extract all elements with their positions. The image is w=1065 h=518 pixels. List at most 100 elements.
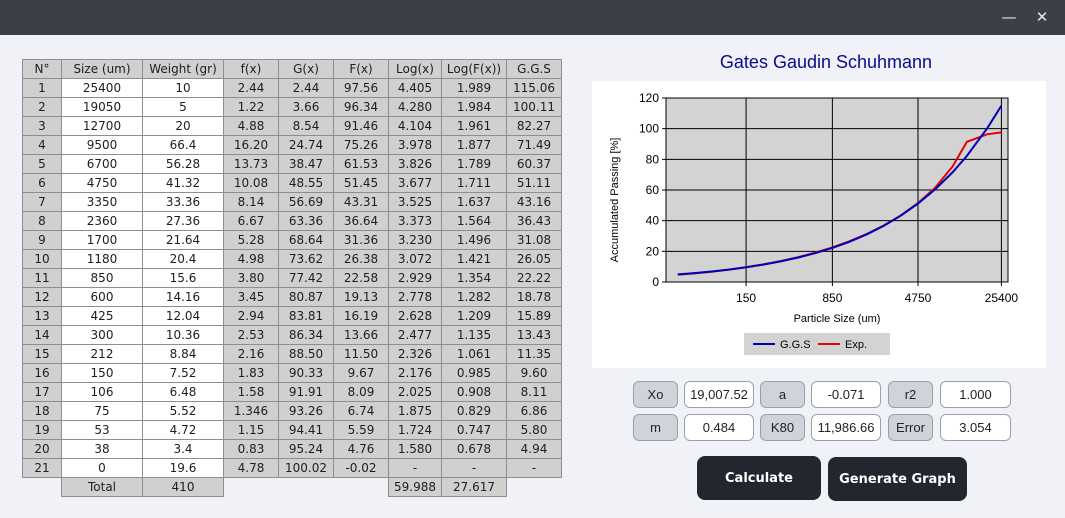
table-cell[interactable]: 80.87 [278,287,334,307]
table-cell[interactable]: 3.373 [388,211,442,231]
table-cell[interactable]: 8.14 [223,192,279,212]
table-row[interactable]: 13 425 12.04 2.94 83.81 16.19 2.628 1.209 15.89 [22,306,562,326]
table-cell[interactable]: 90.33 [278,363,334,383]
table-cell[interactable]: 56.69 [278,192,334,212]
table-cell[interactable]: 2.44 [223,78,279,98]
table-cell[interactable]: 16.20 [223,135,279,155]
table-cell[interactable]: 5.52 [142,401,224,421]
table-cell[interactable]: 2.025 [388,382,442,402]
m-value[interactable]: 0.484 [684,414,754,441]
table-cell[interactable]: 115.06 [506,78,562,98]
table-row[interactable]: 19 53 4.72 1.15 94.41 5.59 1.724 0.747 5.80 [22,420,562,440]
table-cell[interactable]: 4750 [61,173,143,193]
column-header[interactable]: N° [22,59,62,79]
k80-value[interactable]: 11,986.66 [811,414,881,441]
row-number-cell[interactable]: 16 [22,363,62,383]
table-cell[interactable]: 93.26 [278,401,334,421]
table-cell[interactable]: 20 [142,116,224,136]
error-value[interactable]: 3.054 [940,414,1011,441]
table-cell[interactable]: 68.64 [278,230,334,250]
table-cell[interactable]: 4.104 [388,116,442,136]
table-cell[interactable]: 14.16 [142,287,224,307]
table-cell[interactable]: 18.78 [506,287,562,307]
table-cell[interactable]: 36.64 [333,211,389,231]
m-button[interactable]: m [633,414,678,441]
table-cell[interactable]: 10 [142,78,224,98]
table-cell[interactable]: 77.42 [278,268,334,288]
table-cell[interactable]: 24.74 [278,135,334,155]
column-header[interactable]: Size (um) [61,59,143,79]
table-cell[interactable]: 20.4 [142,249,224,269]
table-cell[interactable]: 300 [61,325,143,345]
table-cell[interactable]: 88.50 [278,344,334,364]
table-cell[interactable]: 1.061 [441,344,507,364]
table-cell[interactable]: 4.94 [506,439,562,459]
table-cell[interactable]: 1.209 [441,306,507,326]
table-cell[interactable]: 3.66 [278,97,334,117]
table-cell[interactable]: 1.346 [223,401,279,421]
table-cell[interactable]: 8.54 [278,116,334,136]
table-cell[interactable]: 1700 [61,230,143,250]
column-header[interactable]: Weight (gr) [142,59,224,79]
generate-graph-button[interactable]: Generate Graph [828,457,967,501]
row-number-cell[interactable]: 3 [22,116,62,136]
row-number-cell[interactable]: 19 [22,420,62,440]
table-cell[interactable]: 1.789 [441,154,507,174]
row-number-cell[interactable]: 17 [22,382,62,402]
table-cell[interactable]: 1.724 [388,420,442,440]
table-cell[interactable]: 212 [61,344,143,364]
table-row[interactable]: 8 2360 27.36 6.67 63.36 36.64 3.373 1.564 36.43 [22,211,562,231]
table-row[interactable]: 5 6700 56.28 13.73 38.47 61.53 3.826 1.789 60.37 [22,154,562,174]
table-cell[interactable]: 100.11 [506,97,562,117]
table-cell[interactable]: 4.76 [333,439,389,459]
table-row[interactable]: 3 12700 20 4.88 8.54 91.46 4.104 1.961 82.27 [22,116,562,136]
table-cell[interactable]: 27.36 [142,211,224,231]
table-cell[interactable]: 31.36 [333,230,389,250]
table-cell[interactable]: 8.84 [142,344,224,364]
data-table[interactable]: N° Size (um) Weight (gr) f(x) G(x) F(x) Log(x)… [22,59,562,497]
table-cell[interactable]: 60.37 [506,154,562,174]
table-cell[interactable]: 3.826 [388,154,442,174]
table-cell[interactable]: 6.48 [142,382,224,402]
table-cell[interactable]: 13.66 [333,325,389,345]
table-cell[interactable]: 0.908 [441,382,507,402]
row-number-cell[interactable]: 21 [22,458,62,478]
table-cell[interactable]: 83.81 [278,306,334,326]
table-cell[interactable]: 8.09 [333,382,389,402]
table-cell[interactable]: 31.08 [506,230,562,250]
table-cell[interactable]: 3.525 [388,192,442,212]
table-cell[interactable]: 3.072 [388,249,442,269]
table-cell[interactable]: 73.62 [278,249,334,269]
table-cell[interactable]: 43.16 [506,192,562,212]
row-number-cell[interactable]: 12 [22,287,62,307]
table-cell[interactable]: 0.83 [223,439,279,459]
a-value[interactable]: -0.071 [811,381,881,408]
table-cell[interactable]: 2.778 [388,287,442,307]
table-cell[interactable]: 6.67 [223,211,279,231]
table-cell[interactable]: 15.89 [506,306,562,326]
table-cell[interactable]: 12.04 [142,306,224,326]
table-cell[interactable]: 6.74 [333,401,389,421]
column-header[interactable]: G(x) [278,59,334,79]
table-cell[interactable]: 75.26 [333,135,389,155]
table-cell[interactable]: 1.989 [441,78,507,98]
column-header[interactable]: Log(F(x)) [441,59,507,79]
table-cell[interactable]: 1.961 [441,116,507,136]
table-cell[interactable]: 13.43 [506,325,562,345]
row-number-cell[interactable]: 6 [22,173,62,193]
table-row[interactable]: 2 19050 5 1.22 3.66 96.34 4.280 1.984 100.11 [22,97,562,117]
k80-button[interactable]: K80 [760,414,805,441]
table-cell[interactable]: 2360 [61,211,143,231]
table-cell[interactable]: 1.354 [441,268,507,288]
table-cell[interactable]: 51.45 [333,173,389,193]
table-cell[interactable]: 1.15 [223,420,279,440]
table-cell[interactable]: -0.02 [333,458,389,478]
table-cell[interactable]: 21.64 [142,230,224,250]
table-cell[interactable]: 66.4 [142,135,224,155]
table-cell[interactable]: 86.34 [278,325,334,345]
table-row[interactable]: 18 75 5.52 1.346 93.26 6.74 1.875 0.829 6.86 [22,401,562,421]
table-cell[interactable]: 3.80 [223,268,279,288]
table-cell[interactable]: 425 [61,306,143,326]
table-cell[interactable]: 15.6 [142,268,224,288]
table-cell[interactable]: 4.72 [142,420,224,440]
